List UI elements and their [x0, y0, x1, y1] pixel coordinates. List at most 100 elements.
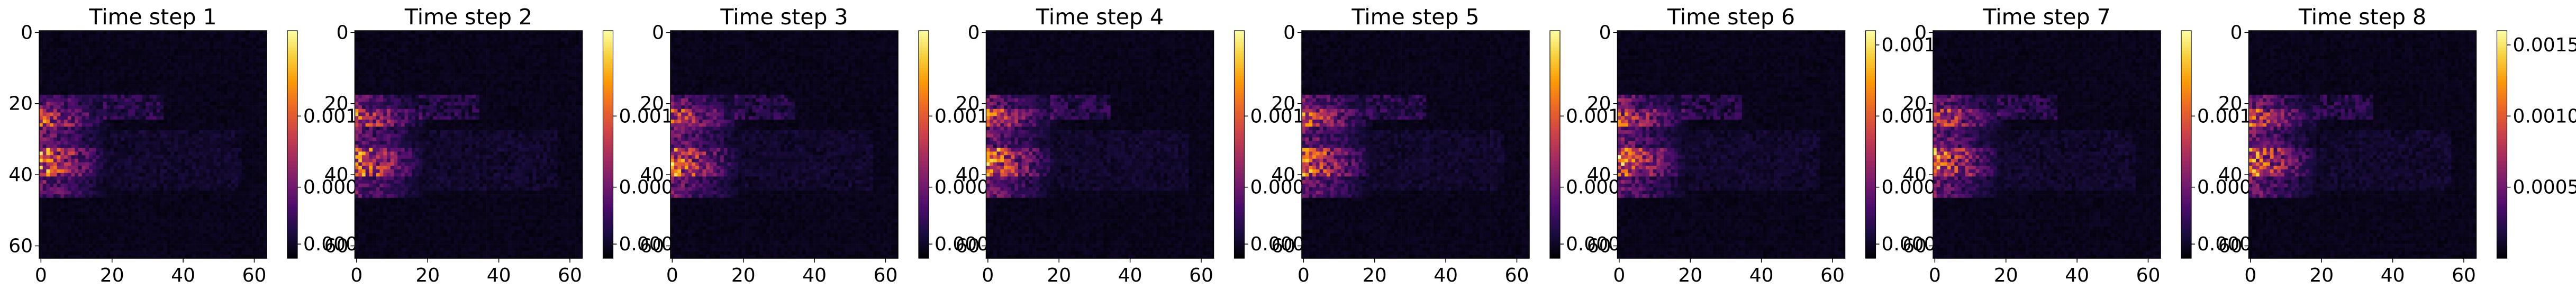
heatmap-cell [60, 66, 65, 70]
heatmap-cell [121, 191, 125, 195]
heatmap-cell [228, 240, 232, 245]
heatmap-cell [117, 251, 121, 255]
heatmap-cell [167, 123, 171, 127]
heatmap-cell [238, 130, 242, 134]
heatmap-cell [106, 240, 111, 245]
heatmap-cell [81, 237, 86, 241]
heatmap-cell [135, 69, 139, 74]
colorbar-segment [287, 36, 297, 40]
heatmap-cell [128, 41, 132, 46]
heatmap-cell [96, 141, 100, 145]
heatmap-cell [78, 130, 82, 134]
heatmap-cell [99, 127, 104, 131]
heatmap-cell [78, 116, 82, 120]
heatmap-cell [192, 230, 196, 234]
heatmap-cell [507, 59, 512, 63]
heatmap-cell [390, 48, 394, 52]
heatmap-cell [114, 56, 118, 60]
heatmap-cell [252, 130, 257, 134]
heatmap-cell [67, 173, 71, 177]
heatmap-cell [408, 62, 412, 67]
heatmap-cell [128, 244, 132, 248]
heatmap-cell [224, 208, 228, 212]
heatmap-cell [57, 116, 61, 120]
heatmap-cell [46, 31, 50, 35]
heatmap-cell [124, 119, 129, 123]
heatmap-cell [256, 105, 260, 110]
heatmap-cell [156, 44, 160, 49]
heatmap-cell [64, 130, 68, 134]
heatmap-cell [188, 173, 193, 177]
heatmap-cell [170, 145, 175, 149]
heatmap-cell [181, 169, 185, 174]
heatmap-cell [203, 102, 207, 106]
heatmap-cell [131, 208, 135, 212]
heatmap-cell [379, 73, 384, 77]
heatmap-cell [263, 166, 267, 170]
heatmap-cell [479, 31, 483, 35]
heatmap-cell [252, 219, 257, 223]
heatmap-cell [178, 212, 182, 216]
heatmap-cell [578, 44, 583, 49]
heatmap-cell [92, 94, 96, 98]
heatmap-cell [135, 162, 139, 166]
heatmap-cell [355, 66, 359, 70]
heatmap-cell [167, 130, 171, 134]
heatmap-cell [139, 219, 143, 223]
heatmap-cell [206, 148, 210, 152]
heatmap-cell [568, 59, 572, 63]
heatmap-cell [39, 84, 43, 88]
heatmap-cell [397, 44, 402, 49]
heatmap-cell [39, 123, 43, 127]
heatmap-cell [554, 44, 558, 49]
heatmap-cell [206, 183, 210, 187]
heatmap-cell [465, 34, 469, 38]
heatmap-cell [149, 137, 153, 141]
heatmap-cell [153, 137, 157, 141]
heatmap-cell [213, 155, 217, 159]
panel-title: Time step 2 [404, 4, 532, 30]
colorbar-segment [287, 187, 297, 191]
heatmap-cell [75, 215, 79, 220]
heatmap-cell [231, 105, 235, 110]
heatmap-cell [146, 230, 150, 234]
heatmap-cell [188, 112, 193, 116]
heatmap-cell [379, 38, 384, 42]
heatmap-cell [174, 208, 178, 212]
heatmap-cell [117, 173, 121, 177]
heatmap-cell [529, 56, 533, 60]
heatmap-cell [210, 44, 214, 49]
heatmap-cell [206, 233, 210, 237]
heatmap-cell [259, 148, 264, 152]
heatmap-cell [376, 62, 380, 67]
heatmap-cell [92, 98, 96, 102]
heatmap-cell [554, 38, 558, 42]
heatmap-cell [78, 197, 82, 202]
heatmap-cell [53, 212, 57, 216]
heatmap-cell [67, 41, 71, 46]
heatmap-cell [224, 48, 228, 52]
heatmap-cell [46, 87, 50, 92]
heatmap-cell [412, 48, 416, 52]
heatmap-cell [67, 237, 71, 241]
heatmap-cell [195, 169, 199, 174]
heatmap-cell [42, 191, 47, 195]
heatmap-cell [124, 162, 129, 166]
heatmap-cell [203, 155, 207, 159]
heatmap-cell [220, 38, 224, 42]
heatmap-cell [245, 255, 249, 259]
heatmap-cell [153, 191, 157, 195]
heatmap-cell [572, 59, 576, 63]
heatmap-cell [454, 66, 458, 70]
heatmap-cell [259, 205, 264, 209]
heatmap-cell [160, 176, 164, 180]
heatmap-cell [188, 240, 193, 245]
heatmap-cell [224, 191, 228, 195]
heatmap-cell [216, 69, 221, 74]
heatmap-cell [131, 222, 135, 227]
heatmap-cell [174, 240, 178, 245]
heatmap-cell [106, 105, 111, 110]
heatmap-cell [75, 66, 79, 70]
heatmap-cell [139, 38, 143, 42]
heatmap-cell [241, 123, 246, 127]
